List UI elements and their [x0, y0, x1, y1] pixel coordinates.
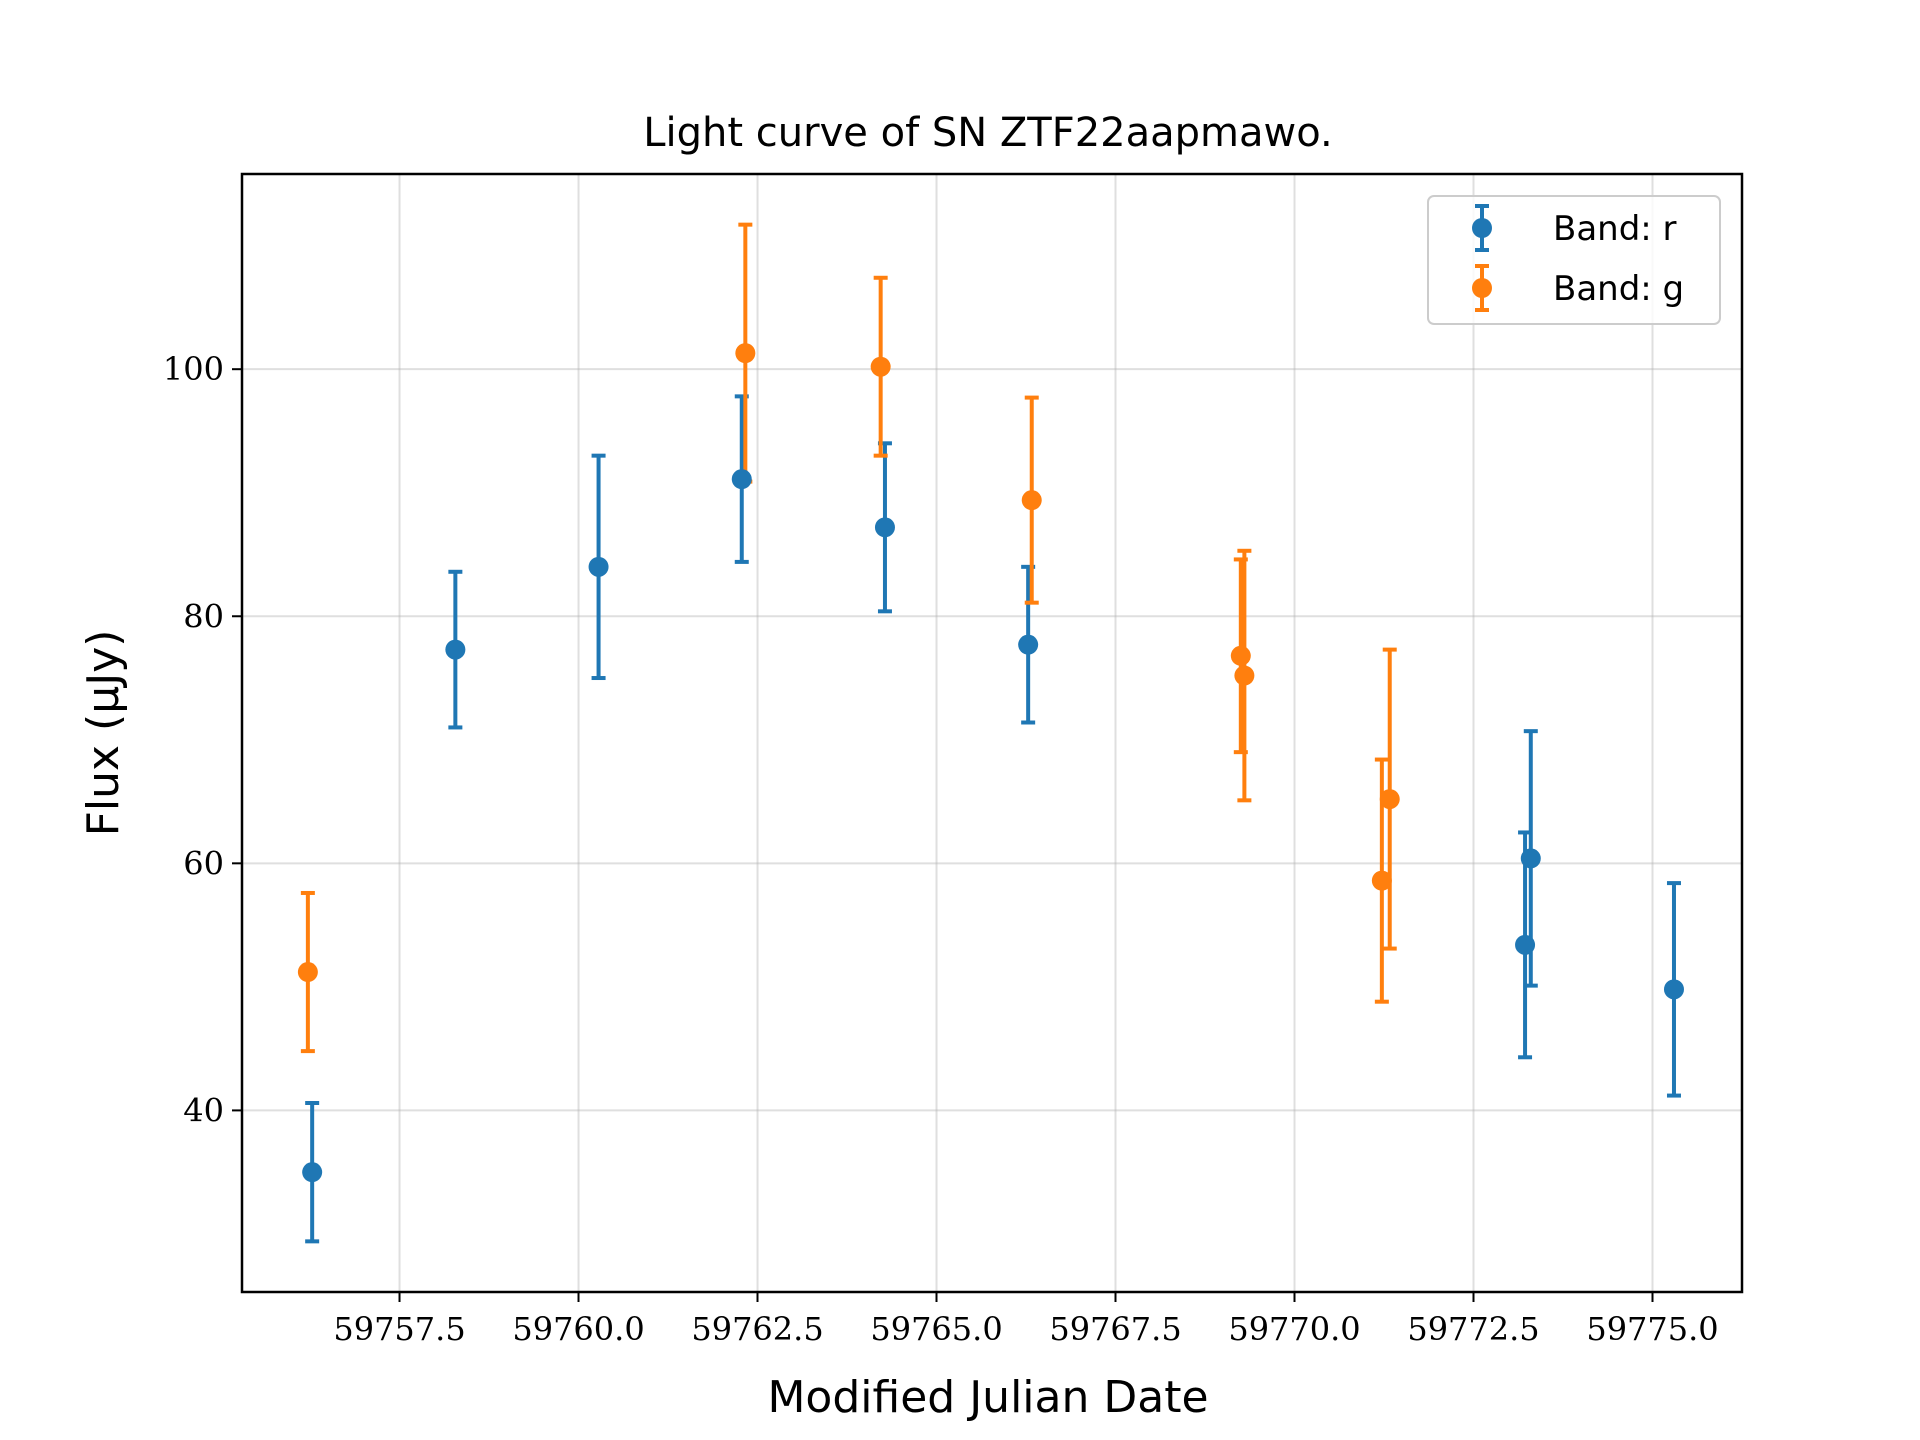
data-point	[1371, 870, 1392, 891]
plot-area-frame	[240, 172, 1744, 1294]
x-tick-label: 59757.5	[333, 1310, 465, 1348]
legend-label: Band: r	[1553, 209, 1677, 249]
x-tick-label: 59770.0	[1228, 1310, 1360, 1348]
data-point	[1230, 645, 1251, 666]
legend-entry: Band: r	[1472, 204, 1677, 252]
data-point	[874, 517, 895, 538]
legend-point-marker	[1472, 218, 1492, 238]
x-tick-label: 59767.5	[1049, 1310, 1181, 1348]
data-point	[297, 962, 318, 983]
data-points	[297, 343, 1684, 1183]
data-point	[1234, 665, 1255, 686]
grid	[242, 174, 1742, 1292]
data-point	[1018, 634, 1039, 655]
chart-title: Light curve of SN ZTF22aapmawo.	[643, 110, 1332, 156]
data-point	[588, 556, 609, 577]
legend-point-marker	[1472, 278, 1492, 298]
y-tick-label: 80	[183, 597, 224, 635]
x-axis-label: Modified Julian Date	[767, 1372, 1208, 1423]
legend-box	[1427, 195, 1721, 325]
data-point	[1663, 979, 1684, 1000]
x-tick-label: 59775.0	[1586, 1310, 1718, 1348]
data-point	[735, 343, 756, 364]
x-tick-label: 59765.0	[870, 1310, 1002, 1348]
y-tick-label: 100	[163, 350, 224, 388]
y-axis-label: Flux (μJy)	[78, 630, 129, 837]
x-tick-label: 59772.5	[1407, 1310, 1539, 1348]
y-tick-label: 60	[183, 844, 224, 882]
data-point	[1379, 789, 1400, 810]
y-tick-label: 40	[183, 1091, 224, 1129]
data-point	[1520, 848, 1541, 869]
legend: Band: r Band: g	[1427, 195, 1721, 325]
x-tick-label: 59762.5	[691, 1310, 823, 1348]
data-point	[1515, 934, 1536, 955]
legend-entry: Band: g	[1472, 264, 1684, 312]
data-point	[1021, 490, 1042, 511]
y-axis-ticks: 40 60 80 100	[163, 350, 242, 1129]
data-point	[731, 469, 752, 490]
x-axis-ticks: 59757.5 59760.0 59762.5 59765.0 59767.5 59770…	[333, 1292, 1719, 1348]
data-point	[870, 356, 891, 377]
x-tick-label: 59760.0	[512, 1310, 644, 1348]
legend-label: Band: g	[1553, 269, 1684, 309]
data-point	[302, 1162, 323, 1183]
data-point	[445, 639, 466, 660]
